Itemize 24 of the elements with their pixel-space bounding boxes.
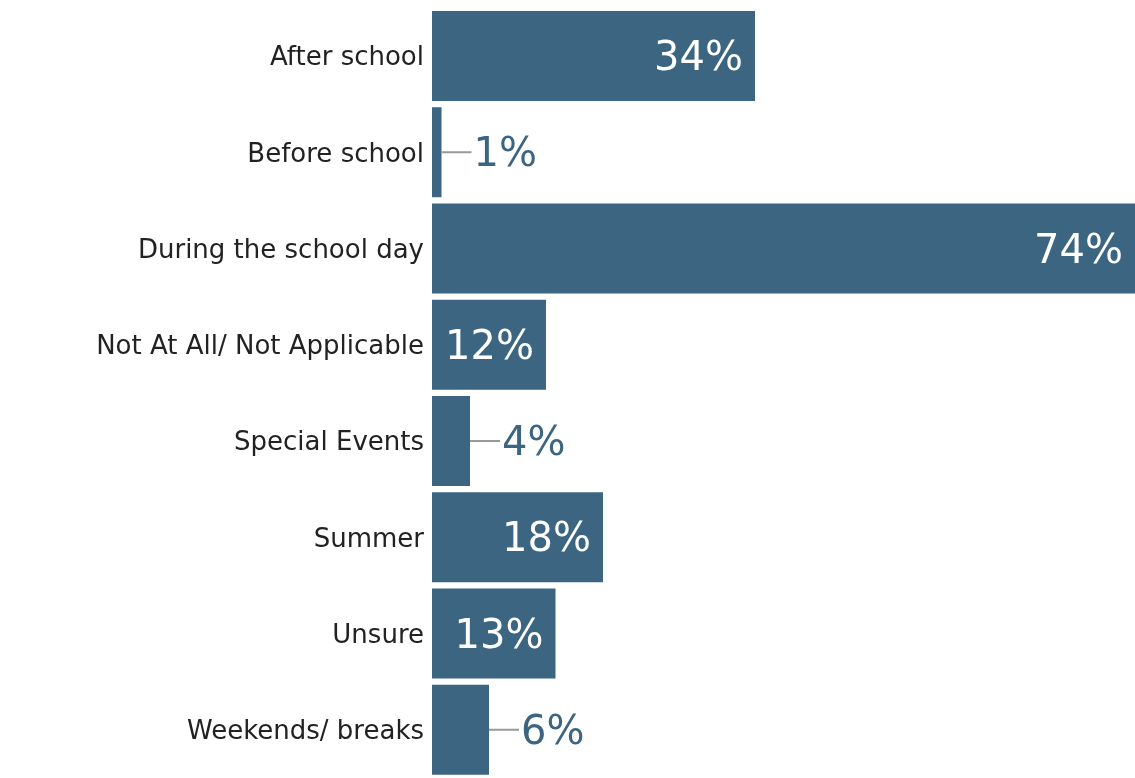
bar [432,203,1135,294]
y-tick-label: Special Events [234,426,424,457]
y-tick-label: Weekends/ breaks [186,715,424,746]
y-tick-label: Before school [247,137,424,168]
data-label: 1% [473,129,537,176]
bar [432,107,442,198]
data-label: 4% [502,418,566,464]
data-label: 6% [521,706,585,753]
bar [432,492,603,583]
bar [432,396,470,486]
data-label: 13% [454,610,544,657]
y-tick-label: Summer [313,522,425,553]
y-tick-label: After school [269,41,424,72]
y-tick-label: During the school day [137,233,424,264]
data-label: 74% [1034,225,1123,272]
data-label: 34% [654,33,743,79]
y-tick-label: Unsure [332,618,424,649]
data-label: 12% [445,321,534,368]
y-tick-label: Not At All/ Not Applicable [96,330,424,361]
bar [432,299,546,390]
bar [432,684,489,775]
bar [432,588,556,679]
data-label: 18% [502,514,591,561]
bar [432,11,755,101]
